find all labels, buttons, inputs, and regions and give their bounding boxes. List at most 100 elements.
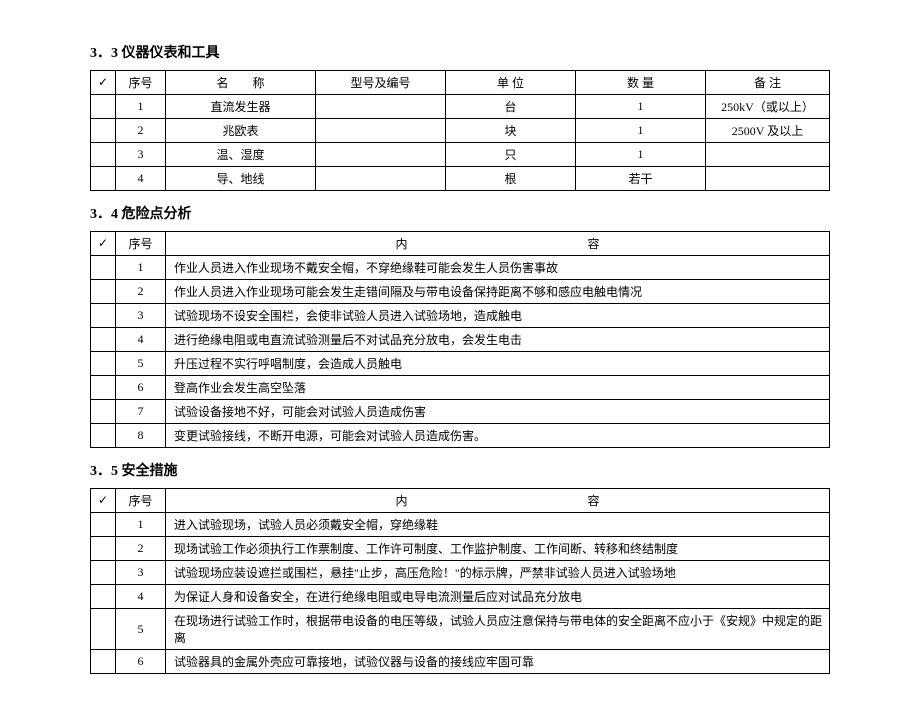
cell-qty: 1	[576, 143, 706, 167]
cell-qty: 若干	[576, 167, 706, 191]
cell-check	[91, 143, 116, 167]
header-model: 型号及编号	[316, 71, 446, 95]
table-row: 2 现场试验工作必须执行工作票制度、工作许可制度、工作监护制度、工作间断、转移和…	[91, 537, 830, 561]
cell-num: 2	[116, 119, 166, 143]
cell-content: 试验器具的金属外壳应可靠接地，试验仪器与设备的接线应牢固可靠	[166, 650, 830, 674]
cell-model	[316, 95, 446, 119]
section-title-risks: 3．4 危险点分析	[90, 203, 830, 223]
cell-content: 进入试验现场，试验人员必须戴安全帽，穿绝缘鞋	[166, 513, 830, 537]
cell-qty: 1	[576, 95, 706, 119]
header-remark: 备 注	[706, 71, 830, 95]
cell-check	[91, 585, 116, 609]
header-content: 内 容	[166, 489, 830, 513]
table-row: 5 在现场进行试验工作时，根据带电设备的电压等级，试验人员应注意保持与带电体的安…	[91, 609, 830, 650]
cell-check	[91, 95, 116, 119]
cell-name: 兆欧表	[166, 119, 316, 143]
header-check: ✓	[91, 71, 116, 95]
table-header-row: ✓ 序号 内 容	[91, 232, 830, 256]
cell-check	[91, 352, 116, 376]
cell-num: 4	[116, 585, 166, 609]
cell-check	[91, 304, 116, 328]
table-row: 7 试验设备接地不好，可能会对试验人员造成伤害	[91, 400, 830, 424]
cell-check	[91, 513, 116, 537]
cell-name: 温、湿度	[166, 143, 316, 167]
cell-check	[91, 424, 116, 448]
cell-check	[91, 609, 116, 650]
table-row: 2 兆欧表 块 1 2500V 及以上	[91, 119, 830, 143]
header-check: ✓	[91, 232, 116, 256]
cell-num: 1	[116, 256, 166, 280]
header-unit: 单 位	[446, 71, 576, 95]
cell-check	[91, 561, 116, 585]
cell-content: 现场试验工作必须执行工作票制度、工作许可制度、工作监护制度、工作间断、转移和终结…	[166, 537, 830, 561]
table-row: 1 作业人员进入作业现场不戴安全帽，不穿绝缘鞋可能会发生人员伤害事故	[91, 256, 830, 280]
header-check: ✓	[91, 489, 116, 513]
section-title-instruments: 3．3 仪器仪表和工具	[90, 42, 830, 62]
table-row: 6 登高作业会发生高空坠落	[91, 376, 830, 400]
cell-content: 试验设备接地不好，可能会对试验人员造成伤害	[166, 400, 830, 424]
table-row: 4 进行绝缘电阻或电直流试验测量后不对试品充分放电，会发生电击	[91, 328, 830, 352]
cell-remark: 250kV（或以上）	[706, 95, 830, 119]
table-header-row: ✓ 序号 内 容	[91, 489, 830, 513]
table-row: 3 试验现场不设安全围栏，会使非试验人员进入试验场地，造成触电	[91, 304, 830, 328]
header-num: 序号	[116, 71, 166, 95]
cell-content: 升压过程不实行呼唱制度，会造成人员触电	[166, 352, 830, 376]
cell-name: 导、地线	[166, 167, 316, 191]
cell-content: 在现场进行试验工作时，根据带电设备的电压等级，试验人员应注意保持与带电体的安全距…	[166, 609, 830, 650]
cell-num: 4	[116, 167, 166, 191]
table-row: 3 试验现场应装设遮拦或围栏，悬挂"止步，高压危险！"的标示牌，严禁非试验人员进…	[91, 561, 830, 585]
cell-unit: 根	[446, 167, 576, 191]
table-row: 1 直流发生器 台 1 250kV（或以上）	[91, 95, 830, 119]
cell-num: 6	[116, 650, 166, 674]
cell-check	[91, 650, 116, 674]
table-row: 4 为保证人身和设备安全，在进行绝缘电阻或电导电流测量后应对试品充分放电	[91, 585, 830, 609]
cell-num: 5	[116, 609, 166, 650]
table-row: 2 作业人员进入作业现场可能会发生走错间隔及与带电设备保持距离不够和感应电触电情…	[91, 280, 830, 304]
cell-num: 1	[116, 513, 166, 537]
cell-remark	[706, 143, 830, 167]
cell-check	[91, 537, 116, 561]
header-num: 序号	[116, 489, 166, 513]
table-header-row: ✓ 序号 名 称 型号及编号 单 位 数 量 备 注	[91, 71, 830, 95]
cell-num: 8	[116, 424, 166, 448]
cell-check	[91, 167, 116, 191]
cell-num: 7	[116, 400, 166, 424]
cell-model	[316, 119, 446, 143]
cell-content: 登高作业会发生高空坠落	[166, 376, 830, 400]
table-safety: ✓ 序号 内 容 1 进入试验现场，试验人员必须戴安全帽，穿绝缘鞋 2 现场试验…	[90, 488, 830, 674]
cell-qty: 1	[576, 119, 706, 143]
cell-model	[316, 167, 446, 191]
cell-unit: 只	[446, 143, 576, 167]
cell-content: 变更试验接线，不断开电源，可能会对试验人员造成伤害。	[166, 424, 830, 448]
table-row: 5 升压过程不实行呼唱制度，会造成人员触电	[91, 352, 830, 376]
cell-content: 作业人员进入作业现场可能会发生走错间隔及与带电设备保持距离不够和感应电触电情况	[166, 280, 830, 304]
cell-content: 为保证人身和设备安全，在进行绝缘电阻或电导电流测量后应对试品充分放电	[166, 585, 830, 609]
table-row: 3 温、湿度 只 1	[91, 143, 830, 167]
cell-check	[91, 328, 116, 352]
cell-remark	[706, 167, 830, 191]
cell-num: 5	[116, 352, 166, 376]
cell-check	[91, 376, 116, 400]
table-risks: ✓ 序号 内 容 1 作业人员进入作业现场不戴安全帽，不穿绝缘鞋可能会发生人员伤…	[90, 231, 830, 448]
cell-content: 试验现场不设安全围栏，会使非试验人员进入试验场地，造成触电	[166, 304, 830, 328]
cell-content: 试验现场应装设遮拦或围栏，悬挂"止步，高压危险！"的标示牌，严禁非试验人员进入试…	[166, 561, 830, 585]
table-row: 4 导、地线 根 若干	[91, 167, 830, 191]
cell-num: 2	[116, 537, 166, 561]
cell-check	[91, 256, 116, 280]
table-row: 8 变更试验接线，不断开电源，可能会对试验人员造成伤害。	[91, 424, 830, 448]
header-num: 序号	[116, 232, 166, 256]
table-instruments: ✓ 序号 名 称 型号及编号 单 位 数 量 备 注 1 直流发生器 台 1 2…	[90, 70, 830, 191]
cell-num: 3	[116, 304, 166, 328]
cell-num: 1	[116, 95, 166, 119]
section-title-safety: 3．5 安全措施	[90, 460, 830, 480]
cell-check	[91, 280, 116, 304]
cell-remark: 2500V 及以上	[706, 119, 830, 143]
table-row: 1 进入试验现场，试验人员必须戴安全帽，穿绝缘鞋	[91, 513, 830, 537]
cell-model	[316, 143, 446, 167]
cell-name: 直流发生器	[166, 95, 316, 119]
cell-check	[91, 119, 116, 143]
header-name: 名 称	[166, 71, 316, 95]
cell-num: 3	[116, 143, 166, 167]
cell-content: 进行绝缘电阻或电直流试验测量后不对试品充分放电，会发生电击	[166, 328, 830, 352]
table-row: 6 试验器具的金属外壳应可靠接地，试验仪器与设备的接线应牢固可靠	[91, 650, 830, 674]
